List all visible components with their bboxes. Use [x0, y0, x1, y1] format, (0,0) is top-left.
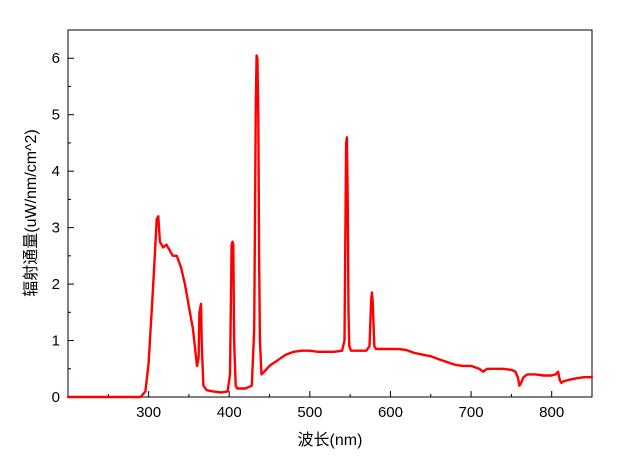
- x-axis-label: 波长(nm): [298, 431, 363, 449]
- x-axis-ticks: 300 400 500 600 700 800: [67, 391, 593, 421]
- y-tick-label: 5: [52, 107, 60, 124]
- y-tick-label: 4: [52, 163, 60, 180]
- series-layer: [66, 54, 594, 399]
- x-tick-label: 600: [378, 404, 403, 421]
- y-tick-label: 1: [52, 333, 60, 350]
- x-tick-label: 700: [459, 404, 484, 421]
- y-axis-label: 辐射通量(uW/nm/cm^2): [22, 129, 40, 297]
- x-tick-label: 800: [539, 404, 564, 421]
- x-tick-label: 400: [217, 404, 242, 421]
- axes: [67, 29, 593, 398]
- series-line-0: [66, 54, 594, 399]
- y-tick-label: 2: [52, 276, 60, 293]
- y-tick-label: 6: [52, 50, 60, 67]
- y-tick-label: 0: [52, 389, 60, 406]
- y-axis-ticks: 0 1 2 3 4 5 6: [52, 50, 74, 406]
- y-tick-label: 3: [52, 220, 60, 237]
- x-tick-label: 300: [136, 404, 161, 421]
- plot-frame: [67, 29, 593, 398]
- x-tick-label: 500: [297, 404, 322, 421]
